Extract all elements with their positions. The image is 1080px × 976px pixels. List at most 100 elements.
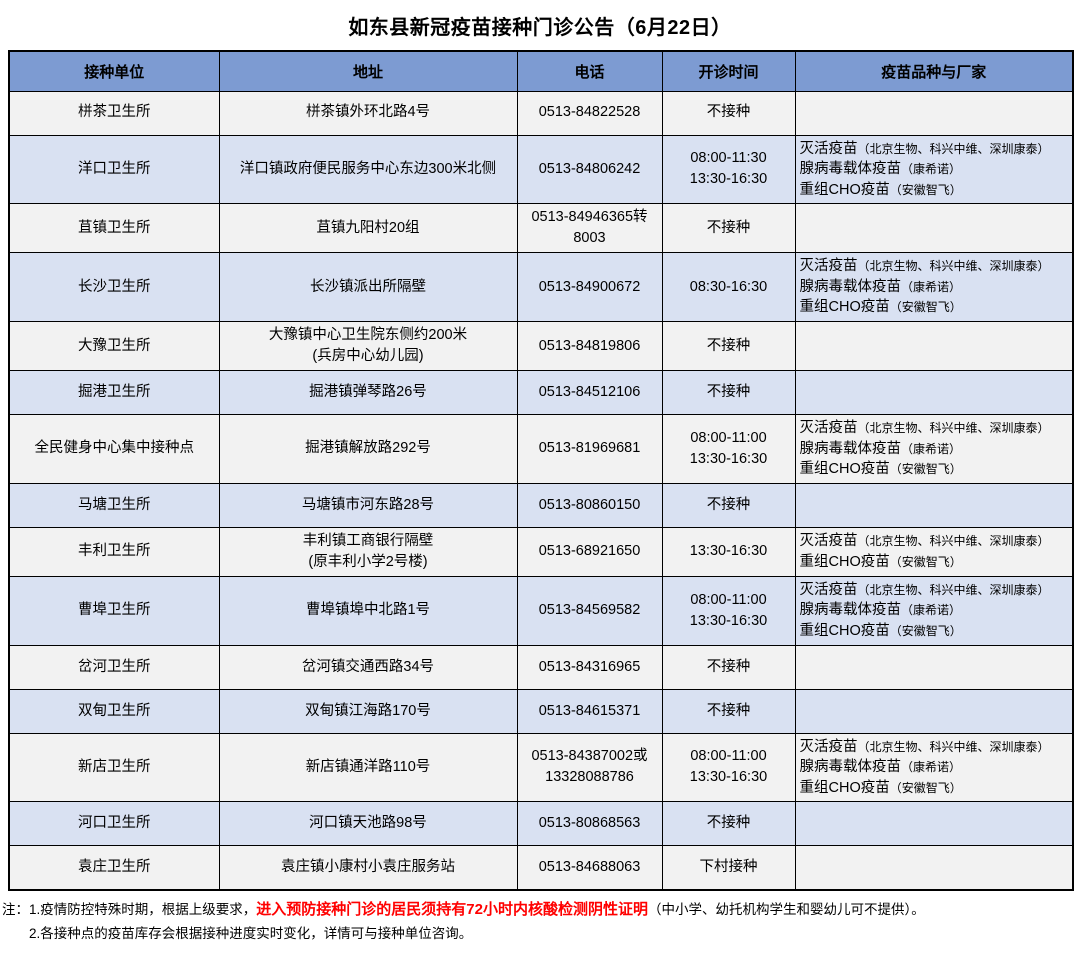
phone-cell: 0513-84946365转 8003 xyxy=(516,203,663,254)
unit-cell: 洋口卫生所 xyxy=(8,134,220,205)
phone-cell: 0513-84900672 xyxy=(516,252,663,322)
phone-cell: 0513-84387002或 13328088786 xyxy=(516,732,663,803)
footnote-prefix: 注： xyxy=(2,901,29,917)
time-cell: 08:00-11:30 13:30-16:30 xyxy=(661,134,796,205)
table-row: 大豫卫生所 大豫镇中心卫生院东侧约200米 (兵房中心幼儿园) 0513-848198… xyxy=(8,320,1074,372)
time-cell: 08:00-11:00 13:30-16:30 xyxy=(661,575,796,646)
footnote-1: 注：1.疫情防控特殊时期，根据上级要求，进入预防接种门诊的居民须持有72小时内核… xyxy=(2,898,1080,923)
vaccine-cell xyxy=(794,801,1074,847)
table-row: 曹埠卫生所 曹埠镇埠中北路1号 0513-84569582 08:00-11:00 13… xyxy=(8,575,1074,646)
unit-cell: 河口卫生所 xyxy=(8,801,220,847)
phone-cell: 0513-84688063 xyxy=(516,845,663,891)
address-cell: 掘港镇解放路292号 xyxy=(218,414,518,484)
unit-cell: 新店卫生所 xyxy=(8,732,220,803)
unit-cell: 大豫卫生所 xyxy=(8,320,220,372)
phone-cell: 0513-80868563 xyxy=(516,801,663,847)
time-cell: 不接种 xyxy=(661,90,796,136)
header-address: 地址 xyxy=(218,50,518,92)
time-cell: 不接种 xyxy=(661,203,796,254)
vaccine-cell xyxy=(794,370,1074,416)
table-row: 河口卫生所 河口镇天池路98号 0513-80868563 不接种 xyxy=(8,801,1074,847)
table-row: 全民健身中心集中接种点 掘港镇解放路292号 0513-81969681 08:00-… xyxy=(8,414,1074,484)
header-time: 开诊时间 xyxy=(661,50,796,92)
table-row: 掘港卫生所 掘港镇弹琴路26号 0513-84512106 不接种 xyxy=(8,370,1074,416)
phone-cell: 0513-81969681 xyxy=(516,414,663,484)
table-row: 新店卫生所 新店镇通洋路110号 0513-84387002或 13328088786… xyxy=(8,732,1074,803)
time-cell: 不接种 xyxy=(661,320,796,372)
phone-cell: 0513-84615371 xyxy=(516,688,663,734)
phone-cell: 0513-84316965 xyxy=(516,644,663,690)
time-cell: 不接种 xyxy=(661,482,796,528)
time-cell: 08:30-16:30 xyxy=(661,252,796,322)
footnote-1-suffix: （中小学、幼托机构学生和婴幼儿可不提供）。 xyxy=(647,901,925,917)
address-cell: 新店镇通洋路110号 xyxy=(218,732,518,803)
phone-cell: 0513-84569582 xyxy=(516,575,663,646)
phone-cell: 0513-84822528 xyxy=(516,90,663,136)
table-row: 双甸卫生所 双甸镇江海路170号 0513-84615371 不接种 xyxy=(8,688,1074,734)
phone-cell: 0513-84806242 xyxy=(516,134,663,205)
table-row: 丰利卫生所 丰利镇工商银行隔壁 (原丰利小学2号楼) 0513-68921650 13:… xyxy=(8,526,1074,577)
vaccine-cell: 灭活疫苗（北京生物、科兴中维、深圳康泰） 腺病毒载体疫苗（康希诺） 重组CHO疫苗（… xyxy=(794,414,1074,484)
unit-cell: 袁庄卫生所 xyxy=(8,845,220,891)
unit-cell: 丰利卫生所 xyxy=(8,526,220,577)
header-vaccine: 疫苗品种与厂家 xyxy=(794,50,1074,92)
address-cell: 岔河镇交通西路34号 xyxy=(218,644,518,690)
time-cell: 不接种 xyxy=(661,688,796,734)
vaccine-cell xyxy=(794,644,1074,690)
table-row: 袁庄卫生所 袁庄镇小康村小袁庄服务站 0513-84688063 下村接种 xyxy=(8,845,1074,891)
vaccine-cell xyxy=(794,320,1074,372)
phone-cell: 0513-80860150 xyxy=(516,482,663,528)
header-phone: 电话 xyxy=(516,50,663,92)
table-header-row: 接种单位 地址 电话 开诊时间 疫苗品种与厂家 xyxy=(8,50,1074,92)
time-cell: 08:00-11:00 13:30-16:30 xyxy=(661,414,796,484)
address-cell: 马塘镇市河东路28号 xyxy=(218,482,518,528)
vaccine-cell xyxy=(794,90,1074,136)
unit-cell: 掘港卫生所 xyxy=(8,370,220,416)
vaccine-cell: 灭活疫苗（北京生物、科兴中维、深圳康泰） 腺病毒载体疫苗（康希诺） 重组CHO疫苗（… xyxy=(794,575,1074,646)
phone-cell: 0513-68921650 xyxy=(516,526,663,577)
time-cell: 13:30-16:30 xyxy=(661,526,796,577)
address-cell: 掘港镇弹琴路26号 xyxy=(218,370,518,416)
address-cell: 丰利镇工商银行隔壁 (原丰利小学2号楼) xyxy=(218,526,518,577)
time-cell: 08:00-11:00 13:30-16:30 xyxy=(661,732,796,803)
time-cell: 不接种 xyxy=(661,370,796,416)
unit-cell: 长沙卫生所 xyxy=(8,252,220,322)
vaccine-cell: 灭活疫苗（北京生物、科兴中维、深圳康泰） 重组CHO疫苗（安徽智飞） xyxy=(794,526,1074,577)
unit-cell: 双甸卫生所 xyxy=(8,688,220,734)
time-cell: 不接种 xyxy=(661,644,796,690)
header-unit: 接种单位 xyxy=(8,50,220,92)
table-row: 洋口卫生所 洋口镇政府便民服务中心东边300米北侧 0513-84806242 08:… xyxy=(8,134,1074,205)
vaccine-cell: 灭活疫苗（北京生物、科兴中维、深圳康泰） 腺病毒载体疫苗（康希诺） 重组CHO疫苗（… xyxy=(794,134,1074,205)
table-row: 岔河卫生所 岔河镇交通西路34号 0513-84316965 不接种 xyxy=(8,644,1074,690)
vaccine-cell xyxy=(794,203,1074,254)
phone-cell: 0513-84819806 xyxy=(516,320,663,372)
table-body: 栟茶卫生所 栟茶镇外环北路4号 0513-84822528 不接种 洋口卫生所 洋口镇政府… xyxy=(8,90,1074,891)
phone-cell: 0513-84512106 xyxy=(516,370,663,416)
address-cell: 长沙镇派出所隔壁 xyxy=(218,252,518,322)
footnote-1-highlight: 进入预防接种门诊的居民须持有72小时内核酸检测阴性证明 xyxy=(256,900,648,918)
address-cell: 洋口镇政府便民服务中心东边300米北侧 xyxy=(218,134,518,205)
vaccine-cell: 灭活疫苗（北京生物、科兴中维、深圳康泰） 腺病毒载体疫苗（康希诺） 重组CHO疫苗（… xyxy=(794,732,1074,803)
footnote-1-text: 1.疫情防控特殊时期，根据上级要求， xyxy=(29,901,257,917)
table-row: 马塘卫生所 马塘镇市河东路28号 0513-80860150 不接种 xyxy=(8,482,1074,528)
table-row: 长沙卫生所 长沙镇派出所隔壁 0513-84900672 08:30-16:30 灭活疫… xyxy=(8,252,1074,322)
unit-cell: 曹埠卫生所 xyxy=(8,575,220,646)
table-row: 栟茶卫生所 栟茶镇外环北路4号 0513-84822528 不接种 xyxy=(8,90,1074,136)
page-title: 如东县新冠疫苗接种门诊公告（6月22日） xyxy=(348,17,732,39)
time-cell: 不接种 xyxy=(661,801,796,847)
unit-cell: 全民健身中心集中接种点 xyxy=(8,414,220,484)
vaccine-cell: 灭活疫苗（北京生物、科兴中维、深圳康泰） 腺病毒载体疫苗（康希诺） 重组CHO疫苗（… xyxy=(794,252,1074,322)
unit-cell: 马塘卫生所 xyxy=(8,482,220,528)
vaccine-cell xyxy=(794,482,1074,528)
vaccine-cell xyxy=(794,845,1074,891)
table-row: 苴镇卫生所 苴镇九阳村20组 0513-84946365转 8003 不接种 xyxy=(8,203,1074,254)
unit-cell: 苴镇卫生所 xyxy=(8,203,220,254)
address-cell: 曹埠镇埠中北路1号 xyxy=(218,575,518,646)
address-cell: 苴镇九阳村20组 xyxy=(218,203,518,254)
footnote-2: 2.各接种点的疫苗库存会根据接种进度实时变化，详情可与接种单位咨询。 xyxy=(29,925,473,941)
unit-cell: 岔河卫生所 xyxy=(8,644,220,690)
vaccine-cell xyxy=(794,688,1074,734)
address-cell: 栟茶镇外环北路4号 xyxy=(218,90,518,136)
address-cell: 袁庄镇小康村小袁庄服务站 xyxy=(218,845,518,891)
